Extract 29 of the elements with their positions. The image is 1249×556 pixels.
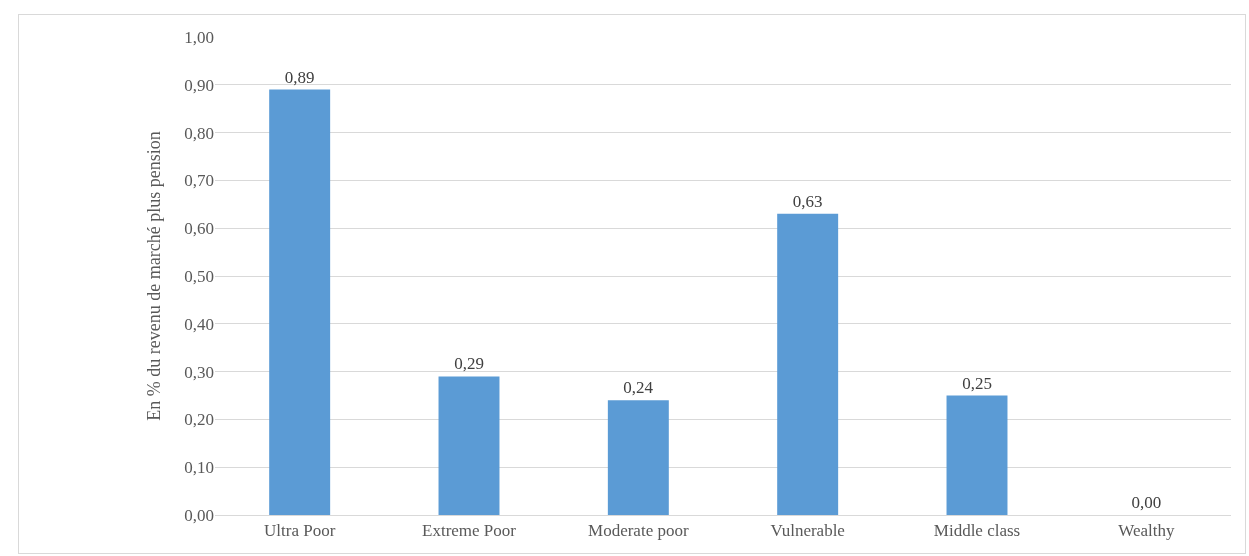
y-tick-label: 0,90 (184, 75, 214, 95)
bar (777, 213, 839, 515)
y-tick-label: 0,50 (184, 266, 214, 286)
x-tick-label: Vulnerable (770, 521, 845, 541)
data-label: 0,29 (454, 354, 484, 374)
bar (607, 400, 669, 515)
data-label: 0,25 (962, 373, 992, 393)
y-tick-label: 0,30 (184, 362, 214, 382)
y-tick-label: 0,10 (184, 458, 214, 478)
bar (438, 376, 500, 515)
x-tick-label: Wealthy (1118, 521, 1175, 541)
data-label: 0,00 (1131, 493, 1162, 512)
y-tick-label: 0,80 (184, 123, 214, 143)
data-label: 0,24 (623, 378, 654, 398)
x-tick-label: Extreme Poor (422, 521, 517, 541)
y-tick-label: 0,70 (184, 171, 214, 191)
bar (269, 89, 331, 515)
bar (946, 395, 1008, 515)
x-tick-label: Middle class (933, 521, 1021, 541)
y-tick-label: 0,60 (184, 219, 214, 239)
x-tick-label: Moderate poor (588, 521, 689, 541)
x-tick-label: Ultra Poor (264, 521, 336, 541)
data-label: 0,63 (792, 191, 823, 211)
y-tick-label: 1,00 (184, 27, 214, 47)
y-tick-label: 0,00 (184, 505, 214, 525)
y-tick-label: 0,40 (184, 314, 214, 334)
y-tick-label: 0,20 (184, 410, 214, 430)
data-label: 0,89 (284, 67, 315, 87)
y-axis-title: En % du revenu de marché plus pension (144, 131, 165, 421)
